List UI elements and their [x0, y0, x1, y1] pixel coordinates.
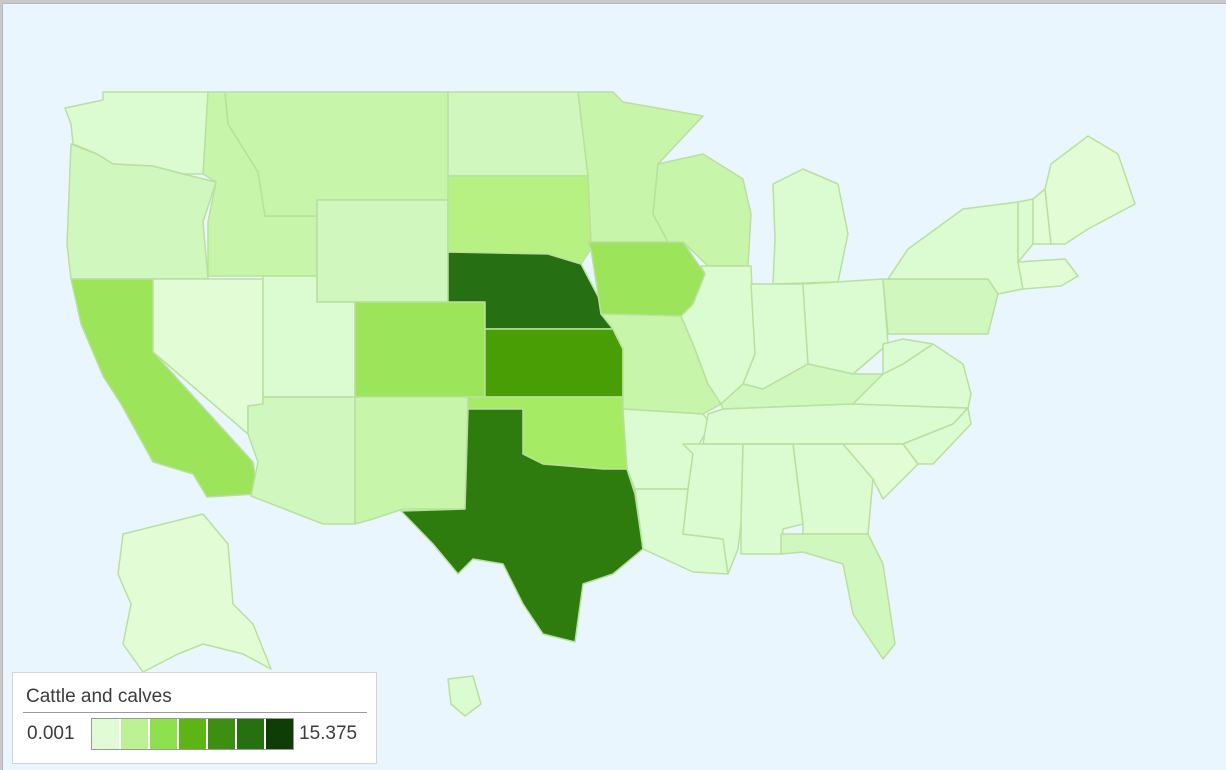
state-ks[interactable] [484, 328, 624, 398]
legend-swatch [121, 719, 150, 749]
legend-swatch [150, 719, 179, 749]
state-pa[interactable] [882, 278, 999, 335]
state-wy[interactable] [316, 199, 449, 303]
legend-swatch [208, 719, 237, 749]
us-choropleth-map [64, 91, 1136, 717]
state-mi[interactable] [772, 168, 849, 285]
map-frame: Cattle and calves 0.001 15.375 [2, 3, 1226, 770]
state-wv[interactable] [882, 338, 934, 375]
state-ia[interactable] [587, 241, 706, 317]
legend-color-scale [91, 718, 294, 750]
state-nm[interactable] [354, 396, 469, 525]
legend-divider [23, 712, 367, 713]
state-oh[interactable] [802, 278, 889, 375]
state-vt[interactable] [1017, 198, 1034, 263]
state-hi[interactable] [447, 675, 482, 717]
state-tx[interactable] [400, 408, 644, 643]
state-ma[interactable] [1017, 258, 1079, 290]
state-sc[interactable] [842, 443, 919, 500]
legend: Cattle and calves 0.001 15.375 [12, 672, 377, 764]
legend-max-label: 15.375 [299, 723, 358, 744]
state-nc[interactable] [902, 407, 972, 465]
state-az[interactable] [247, 396, 356, 525]
legend-swatch [266, 719, 293, 749]
legend-title: Cattle and calves [26, 686, 172, 707]
state-co[interactable] [354, 301, 486, 398]
state-ak[interactable] [117, 513, 272, 673]
legend-swatch [92, 719, 121, 749]
state-nd[interactable] [447, 91, 589, 177]
state-me[interactable] [1044, 135, 1136, 245]
state-sd[interactable] [447, 175, 592, 265]
legend-swatch [237, 719, 266, 749]
legend-swatch [179, 719, 208, 749]
legend-min-label: 0.001 [27, 723, 75, 744]
state-fl[interactable] [780, 533, 896, 660]
